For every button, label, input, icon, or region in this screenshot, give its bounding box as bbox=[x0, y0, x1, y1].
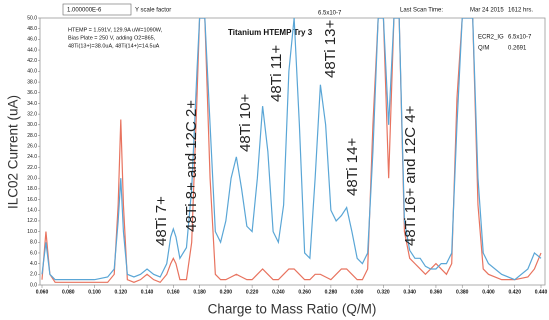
y-tick-label: 46.0 bbox=[27, 37, 37, 43]
x-tick-label: 0.340 bbox=[403, 289, 416, 295]
qm-value: 0.2691 bbox=[508, 46, 527, 52]
x-tick-label: 0.180 bbox=[193, 289, 206, 295]
scale-label: Y scale factor bbox=[135, 8, 171, 14]
y-tick-label: 10.0 bbox=[27, 229, 37, 235]
y-tick-label: 44.0 bbox=[27, 47, 37, 53]
y-tick-label: 16.0 bbox=[27, 197, 37, 203]
gauge-name: ECR2_IG bbox=[478, 35, 504, 41]
x-tick-label: 0.280 bbox=[325, 289, 338, 295]
y-tick-label: 2.0 bbox=[30, 272, 37, 278]
y-tick-label: 12.0 bbox=[27, 218, 37, 224]
x-tick-label: 0.140 bbox=[141, 289, 154, 295]
scale-box bbox=[62, 3, 132, 16]
x-tick-label: 0.360 bbox=[430, 289, 443, 295]
x-tick-label: 0.300 bbox=[351, 289, 364, 295]
y-axis-title: ILC02 Current (uA) bbox=[6, 95, 21, 209]
qm-label: Q/M bbox=[478, 46, 489, 52]
plot-title: Titanium HTEMP Try 3 bbox=[228, 28, 313, 37]
scale-value: 1.000000E-6 bbox=[67, 8, 102, 14]
x-tick-label: 0.220 bbox=[246, 289, 259, 295]
peak-annotation: 48Ti 7+ bbox=[153, 196, 170, 246]
scan-label: Last Scan Time: bbox=[400, 8, 443, 14]
peak-annotation: 48Ti 10+ bbox=[237, 94, 254, 152]
x-tick-label: 0.380 bbox=[456, 289, 469, 295]
series-line bbox=[41, 18, 542, 281]
info-line: Bias Plate = 250 V, adding O2=865, bbox=[68, 35, 156, 41]
y-tick-label: 28.0 bbox=[27, 133, 37, 139]
y-tick-label: 48.0 bbox=[27, 26, 37, 32]
y-tick-label: 40.0 bbox=[27, 69, 37, 75]
x-tick-label: 0.120 bbox=[115, 289, 128, 295]
scan-time: 1612 hrs. bbox=[508, 8, 533, 14]
y-tick-label: 22.0 bbox=[27, 165, 37, 171]
peak-annotation: 48Ti 8+ and 12C 2+ bbox=[183, 100, 200, 232]
y-tick-label: 18.0 bbox=[27, 186, 37, 192]
y-tick-label: 38.0 bbox=[27, 79, 37, 85]
x-tick-label: 0.260 bbox=[298, 289, 311, 295]
y-tick-label: 8.0 bbox=[30, 240, 37, 246]
x-tick-label: 0.320 bbox=[377, 289, 390, 295]
y-tick-label: 50.0 bbox=[27, 15, 37, 21]
x-tick-label: 0.400 bbox=[482, 289, 495, 295]
x-tick-label: 0.420 bbox=[508, 289, 521, 295]
y-tick-label: 34.0 bbox=[27, 101, 37, 107]
x-tick-label: 0.060 bbox=[36, 289, 49, 295]
y-tick-label: 4.0 bbox=[30, 261, 37, 267]
y-tick-label: 0.0 bbox=[30, 282, 37, 288]
y-tick-label: 32.0 bbox=[27, 111, 37, 117]
plot-lines bbox=[41, 18, 542, 284]
peak-annotation: 48Ti 16+ and 12C 4+ bbox=[402, 105, 419, 246]
info-line: 48Ti(13+)=38.0uA, 48Ti(14+)=14.5uA bbox=[68, 43, 160, 49]
y-tick-label: 42.0 bbox=[27, 58, 37, 64]
peak-annotation: 48Ti 13+ bbox=[322, 20, 339, 78]
peak-annotation: 48Ti 11+ bbox=[268, 45, 285, 102]
y-tick-label: 36.0 bbox=[27, 90, 37, 96]
y-tick-label: 14.0 bbox=[27, 208, 37, 214]
y-tick-label: 30.0 bbox=[27, 122, 37, 128]
y-tick-label: 26.0 bbox=[27, 143, 37, 149]
x-tick-label: 0.200 bbox=[220, 289, 233, 295]
x-tick-label: 0.160 bbox=[167, 289, 180, 295]
top-value: 6.5x10-7 bbox=[318, 11, 342, 17]
series-line bbox=[41, 18, 542, 284]
x-tick-label: 0.100 bbox=[88, 289, 101, 295]
y-tick-label: 24.0 bbox=[27, 154, 37, 160]
peak-annotation: 48Ti 14+ bbox=[344, 138, 361, 196]
y-tick-label: 20.0 bbox=[27, 176, 37, 182]
scan-date: Mar 24 2015 bbox=[470, 8, 504, 14]
y-tick-label: 6.0 bbox=[30, 250, 37, 256]
x-tick-label: 0.240 bbox=[272, 289, 285, 295]
info-line: HTEMP = 1.591V, 129.9A uW=1090W, bbox=[68, 27, 163, 33]
x-tick-label: 0.080 bbox=[62, 289, 75, 295]
x-axis-title: Charge to Mass Ratio (Q/M) bbox=[208, 302, 377, 317]
gauge-value: 6.5x10-7 bbox=[508, 35, 532, 41]
x-tick-label: 0.440 bbox=[535, 289, 548, 295]
